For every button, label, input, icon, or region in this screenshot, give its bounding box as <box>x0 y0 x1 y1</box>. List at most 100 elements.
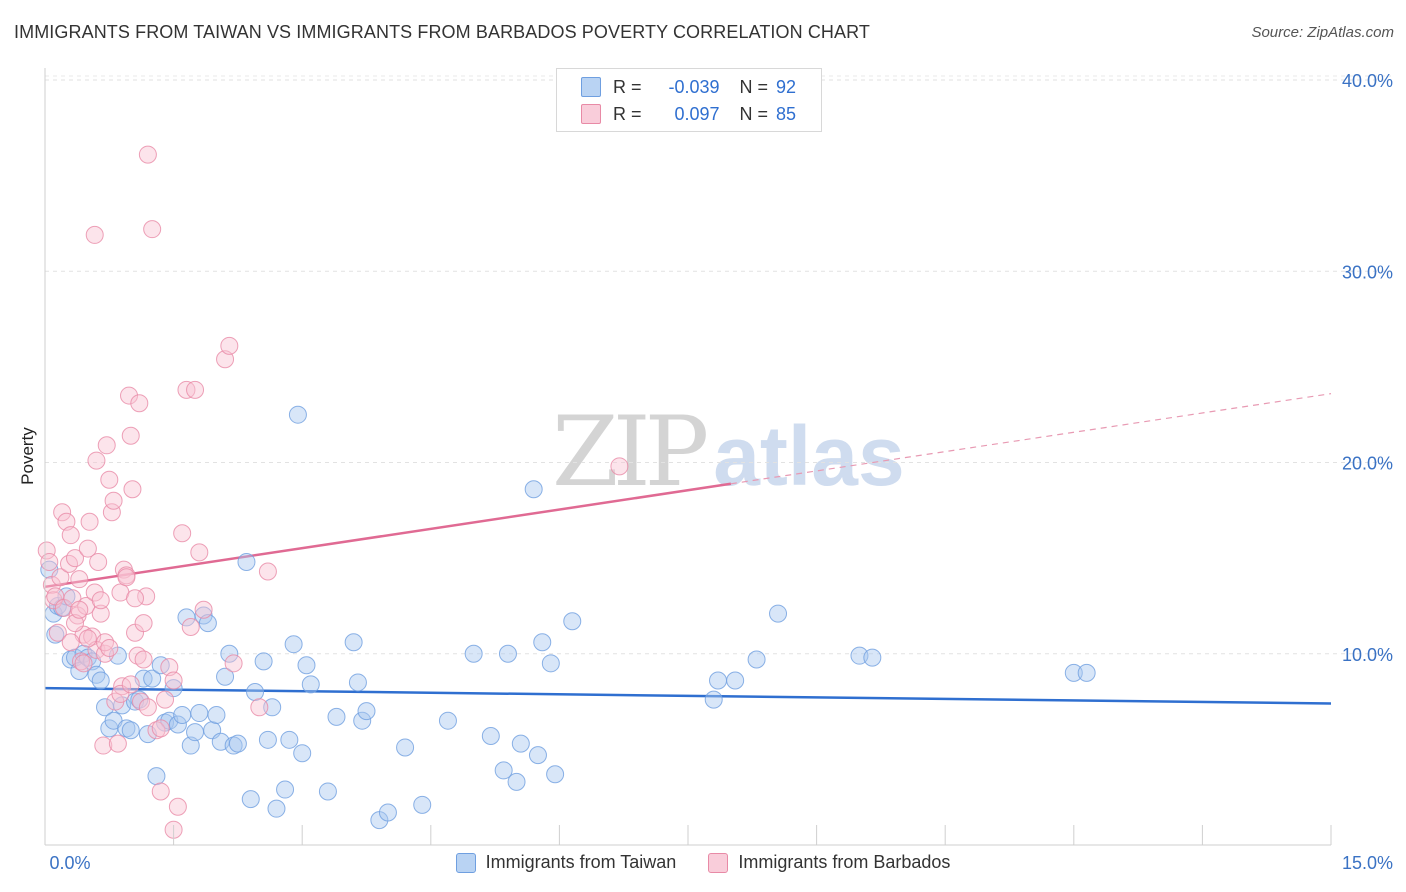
point-taiwan <box>709 671 728 690</box>
axes-layer: 10.0% 20.0% 30.0% 40.0% 0.0% 15.0% <box>44 68 1393 873</box>
legend-item-barbados[interactable]: Immigrants from Barbados <box>708 852 950 873</box>
legend-swatch-taiwan <box>455 852 476 873</box>
point-taiwan <box>237 552 256 571</box>
point-taiwan <box>396 738 415 757</box>
point-taiwan <box>546 765 565 784</box>
point-taiwan <box>46 625 65 644</box>
point-barbados <box>173 524 192 543</box>
point-taiwan <box>481 726 500 745</box>
point-barbados <box>121 675 140 694</box>
point-barbados <box>61 633 80 652</box>
y-tick-label: 40.0% <box>1342 71 1393 91</box>
point-barbados <box>126 589 145 608</box>
point-barbados <box>108 734 127 753</box>
point-taiwan <box>284 635 303 654</box>
point-barbados <box>168 797 187 816</box>
point-taiwan <box>357 702 376 721</box>
point-barbados <box>138 145 157 164</box>
point-taiwan <box>318 782 337 801</box>
point-barbados <box>48 623 67 642</box>
stats-row-taiwan: R = -0.039 N = 92 <box>581 76 796 98</box>
y-tick-label: 30.0% <box>1342 262 1393 282</box>
trend-line-taiwan <box>44 686 1332 705</box>
point-taiwan <box>91 671 110 690</box>
point-taiwan <box>143 669 162 688</box>
point-barbados <box>40 552 59 571</box>
stats-r-label: R = <box>613 76 642 97</box>
point-barbados <box>78 539 97 558</box>
point-taiwan <box>769 604 788 623</box>
point-barbados <box>117 568 136 587</box>
point-barbados <box>151 782 170 801</box>
point-barbados <box>190 543 209 562</box>
point-barbados <box>121 426 140 445</box>
stats-row-barbados: R = 0.097 N = 85 <box>581 103 796 125</box>
point-barbados <box>89 552 108 571</box>
point-taiwan <box>1064 663 1083 682</box>
point-taiwan <box>168 715 187 734</box>
point-barbados <box>610 457 629 476</box>
point-taiwan <box>353 711 372 730</box>
point-taiwan <box>726 671 745 690</box>
point-taiwan <box>181 736 200 755</box>
stats-r-value: -0.039 <box>668 76 720 97</box>
point-taiwan <box>220 644 239 663</box>
point-taiwan <box>267 799 286 818</box>
point-barbados <box>134 650 153 669</box>
point-barbados <box>85 225 104 244</box>
point-taiwan <box>507 772 526 791</box>
point-barbados <box>51 568 70 587</box>
point-taiwan <box>494 761 513 780</box>
point-taiwan <box>293 744 312 763</box>
point-taiwan <box>563 612 582 631</box>
point-taiwan <box>498 644 517 663</box>
point-taiwan <box>747 650 766 669</box>
point-taiwan <box>528 746 547 765</box>
chart-title: IMMIGRANTS FROM TAIWAN VS IMMIGRANTS FRO… <box>14 22 871 42</box>
point-barbados <box>123 480 142 499</box>
watermark: ZIP atlas <box>552 396 905 508</box>
point-barbados <box>97 436 116 455</box>
stats-r-label: R = <box>613 103 642 124</box>
point-barbados <box>100 470 119 489</box>
source-label: Source: ZipAtlas.com <box>1251 24 1394 41</box>
point-taiwan <box>258 730 277 749</box>
point-barbados <box>70 600 89 619</box>
legend-item-taiwan[interactable]: Immigrants from Taiwan <box>455 852 676 873</box>
point-barbados <box>138 698 157 717</box>
legend-swatch-barbados <box>708 852 729 873</box>
point-barbados <box>87 451 106 470</box>
x-tick-label: 0.0% <box>49 853 90 873</box>
point-taiwan <box>241 790 260 809</box>
point-barbados <box>61 526 80 545</box>
point-taiwan <box>254 652 273 671</box>
point-taiwan <box>207 705 226 724</box>
point-barbados <box>102 503 121 522</box>
point-taiwan <box>344 633 363 652</box>
point-taiwan <box>533 633 552 652</box>
point-taiwan <box>297 656 316 675</box>
point-taiwan <box>863 648 882 667</box>
points-layer <box>37 145 1096 839</box>
stats-swatch-barbados <box>581 104 601 124</box>
point-barbados <box>66 614 85 633</box>
point-taiwan <box>263 698 282 717</box>
point-barbados <box>258 562 277 581</box>
point-barbados <box>151 719 170 738</box>
point-barbados <box>94 736 113 755</box>
point-taiwan <box>348 673 367 692</box>
point-barbados <box>120 386 139 405</box>
point-taiwan <box>121 721 140 740</box>
x-tick-label: 15.0% <box>1342 853 1393 873</box>
y-tick-label: 10.0% <box>1342 645 1393 665</box>
point-taiwan <box>1077 663 1096 682</box>
point-taiwan <box>173 705 192 724</box>
point-barbados <box>100 639 119 658</box>
point-barbados <box>250 698 269 717</box>
point-taiwan <box>280 730 299 749</box>
point-barbados <box>72 652 91 671</box>
point-barbados <box>104 491 123 510</box>
point-barbados <box>57 512 76 531</box>
point-barbados <box>53 503 72 522</box>
